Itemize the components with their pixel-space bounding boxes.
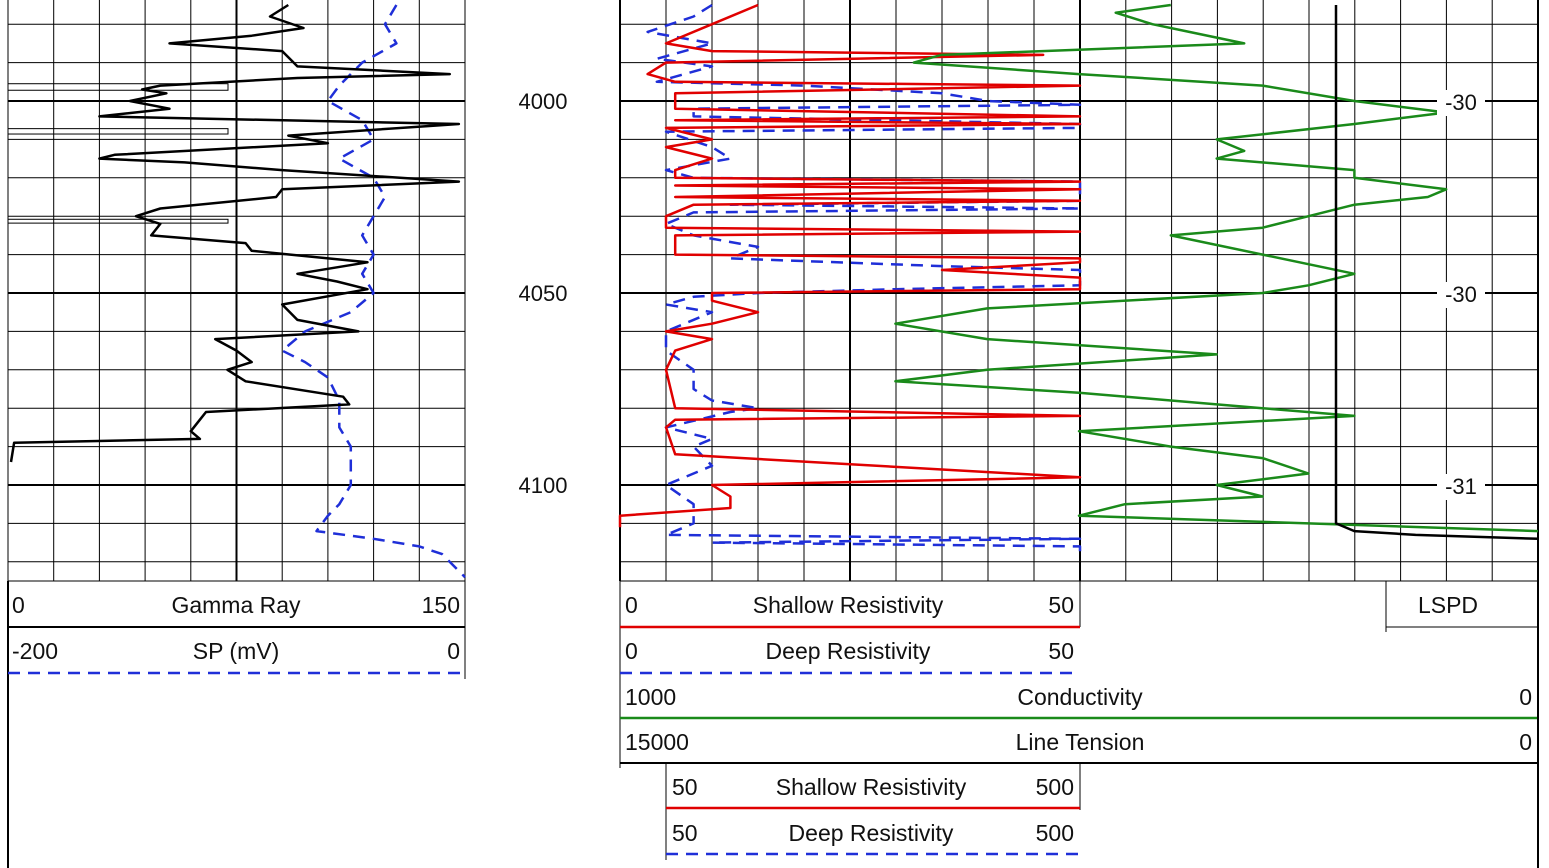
depth-label: 4000 <box>518 89 568 114</box>
gamma-ray-title: Gamma Ray <box>171 592 301 618</box>
lspd-title: LSPD <box>1417 592 1479 618</box>
curves <box>7 3 1539 579</box>
lspd-value: -30 <box>1437 282 1485 308</box>
shallow-resistivity-curve <box>618 3 1082 528</box>
hatch-fill <box>7 83 229 91</box>
shallow-res-backup-min: 50 <box>672 774 698 800</box>
deep-res-max: 50 <box>1048 638 1074 664</box>
depth-label: 4050 <box>518 281 568 306</box>
gamma-ray-max: 150 <box>421 592 460 618</box>
line-tension-title: Line Tension <box>1015 729 1145 755</box>
line-tension-curve <box>1334 5 1539 541</box>
sp-curve <box>280 4 466 579</box>
shallow-res-backup-max: 500 <box>1035 774 1074 800</box>
sp-max: 0 <box>447 638 460 664</box>
shallow-res-min: 0 <box>625 592 638 618</box>
lspd-value: -31 <box>1437 474 1485 500</box>
deep-resistivity-curve <box>646 3 1082 555</box>
deep-res-backup-min: 50 <box>672 820 698 846</box>
deep-res-backup-max: 500 <box>1035 820 1074 846</box>
deep-res-backup-title: Deep Resistivity <box>788 820 954 846</box>
lspd-value: -30 <box>1437 90 1485 116</box>
deep-res-title: Deep Resistivity <box>765 638 931 664</box>
conductivity-max: 0 <box>1519 684 1532 710</box>
header-lines <box>7 581 1539 868</box>
shallow-res-backup-title: Shallow Resistivity <box>775 774 967 800</box>
sp-min: -200 <box>12 638 59 664</box>
gamma-ray-curve <box>9 3 461 463</box>
conductivity-curve <box>894 3 1539 533</box>
hatch-fill <box>7 218 229 224</box>
deep-res-min: 0 <box>625 638 638 664</box>
gamma-ray-min: 0 <box>12 592 25 618</box>
shallow-res-max: 50 <box>1048 592 1074 618</box>
conductivity-title: Conductivity <box>1017 684 1143 710</box>
grid <box>7 0 1539 582</box>
line-tension-max: 0 <box>1519 729 1532 755</box>
depth-label: 4100 <box>518 473 568 498</box>
conductivity-min: 1000 <box>625 684 677 710</box>
sp-title: SP (mV) <box>192 638 280 664</box>
hatch-fill <box>7 128 229 135</box>
shallow-res-title: Shallow Resistivity <box>752 592 944 618</box>
line-tension-min: 15000 <box>625 729 689 755</box>
